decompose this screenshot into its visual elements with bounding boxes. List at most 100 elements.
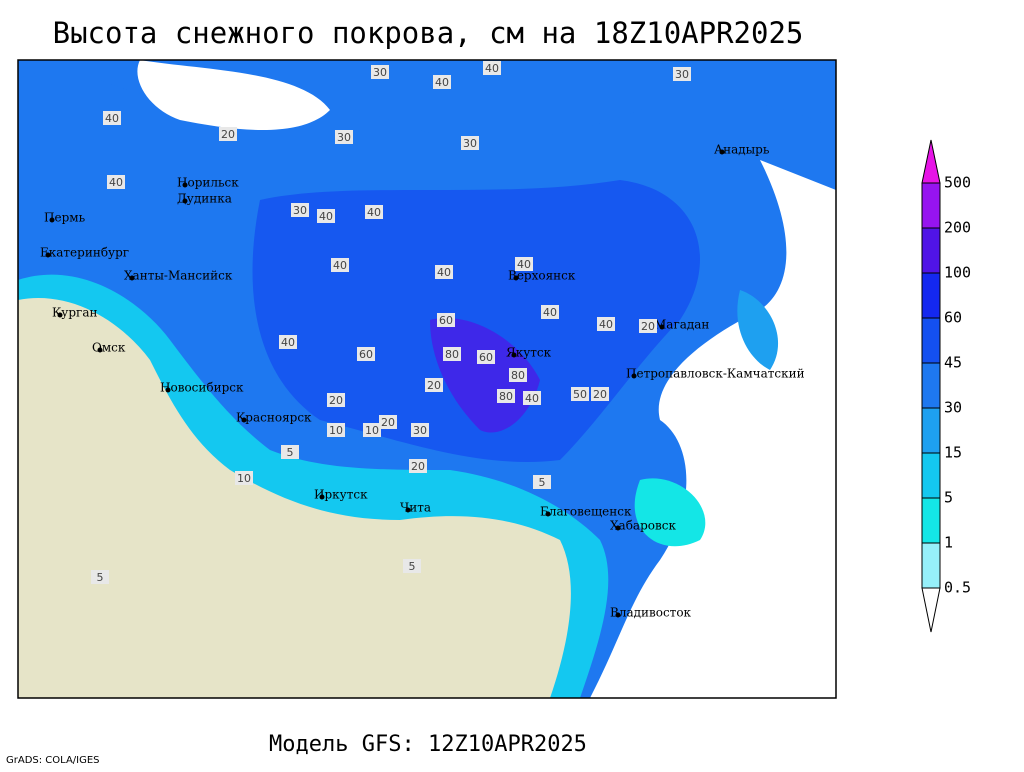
pacific (590, 160, 836, 698)
city-label: Петропавловск-Камчатский (626, 367, 805, 381)
contour-label: 80 (511, 369, 525, 382)
contour-label-bg (435, 265, 453, 279)
colorbar-label: 1 (944, 534, 953, 552)
city-dot (405, 507, 411, 513)
contour-label: 30 (463, 137, 477, 150)
contour-label-bg (443, 347, 461, 361)
contour-label: 20 (381, 416, 395, 429)
contour-label-bg (461, 136, 479, 150)
contour-label: 30 (675, 68, 689, 81)
contour-label: 10 (237, 472, 251, 485)
contour-label: 30 (373, 66, 387, 79)
contour-label-bg (403, 559, 421, 573)
contour-label-bg (335, 130, 353, 144)
contour-label-bg (523, 391, 541, 405)
city-dot (513, 275, 519, 281)
colorbar-label: 60 (944, 309, 962, 327)
colorbar-box (921, 407, 941, 454)
city-label: Анадырь (714, 143, 770, 157)
contour-label: 20 (641, 320, 655, 333)
city-dot (241, 417, 247, 423)
contour-label: 40 (517, 258, 531, 271)
city-dot (45, 252, 51, 258)
map-frame (17, 59, 837, 699)
city-label: Чита (400, 501, 431, 515)
city-label: Новосибирск (160, 381, 244, 395)
city-label: Екатеринбург (40, 246, 129, 260)
contour-label-bg (103, 111, 121, 125)
city-dot (659, 324, 665, 330)
contour-label: 30 (413, 424, 427, 437)
city-dot (49, 217, 55, 223)
contour-label: 20 (221, 128, 235, 141)
contour-label-bg (327, 423, 345, 437)
contour-label: 20 (427, 379, 441, 392)
city-label: Дудинка (177, 192, 232, 206)
contour-label: 5 (287, 446, 294, 459)
contour-label: 5 (409, 560, 416, 573)
city-label: Верхоянск (508, 269, 576, 283)
contour-label: 5 (97, 571, 104, 584)
city-label: Ханты-Мансийск (124, 269, 233, 283)
contour-label: 50 (573, 388, 587, 401)
colorbar-label: 200 (944, 219, 971, 237)
contour-label: 80 (499, 390, 513, 403)
title: Высота снежного покрова, см на 18Z10APR2… (53, 16, 804, 50)
contour-label-bg (379, 415, 397, 429)
contour-label-bg (411, 423, 429, 437)
contour-label-bg (433, 75, 451, 89)
contour-label-bg (279, 335, 297, 349)
colorbar-box (921, 362, 941, 409)
contour-label-bg (673, 67, 691, 81)
contour-label-bg (591, 387, 609, 401)
contour-label-bg (107, 175, 125, 189)
deepest-snow (430, 318, 540, 433)
contour-label: 60 (479, 351, 493, 364)
contour-label-bg (365, 205, 383, 219)
city-dot (182, 198, 188, 204)
contour-label-bg (425, 378, 443, 392)
contour-label: 10 (329, 424, 343, 437)
colorbar-box (921, 182, 941, 229)
contour-label: 40 (543, 306, 557, 319)
colorbar-box (921, 542, 941, 589)
contour-label: 80 (445, 348, 459, 361)
colorbar-label: 30 (944, 399, 962, 417)
city-dot (631, 373, 637, 379)
contour-label: 40 (485, 62, 499, 75)
contour-label-bg (235, 471, 253, 485)
city-dot (182, 182, 188, 188)
contour-label: 40 (109, 176, 123, 189)
colorbar-cap (921, 139, 941, 184)
contour-label-bg (327, 393, 345, 407)
contour-label: 5 (539, 476, 546, 489)
contour-label-bg (371, 65, 389, 79)
contour-label-bg (437, 313, 455, 327)
city-label: Благовещенск (540, 505, 632, 519)
colorbar-box (921, 452, 941, 499)
contour-label: 20 (593, 388, 607, 401)
contour-label: 40 (525, 392, 539, 405)
contour-label: 40 (367, 206, 381, 219)
city-label: Якутск (506, 346, 552, 360)
city-dot (615, 525, 621, 531)
city-label: Красноярск (236, 411, 312, 425)
kamchatka (737, 290, 779, 370)
contour-label: 60 (439, 314, 453, 327)
contour-label: 10 (365, 424, 379, 437)
contour-label-bg (317, 209, 335, 223)
contour-label-bg (477, 350, 495, 364)
colorbar-label: 45 (944, 354, 962, 372)
contour-label-bg (331, 258, 349, 272)
contour-label-bg (541, 305, 559, 319)
contour-label: 30 (293, 204, 307, 217)
city-label: Иркутск (314, 488, 368, 502)
colorbar-box (921, 317, 941, 364)
city-dot (615, 612, 621, 618)
colorbar-label: 500 (944, 174, 971, 192)
contour-label-bg (363, 423, 381, 437)
model-label: Модель GFS: 12Z10APR2025 (269, 732, 587, 757)
